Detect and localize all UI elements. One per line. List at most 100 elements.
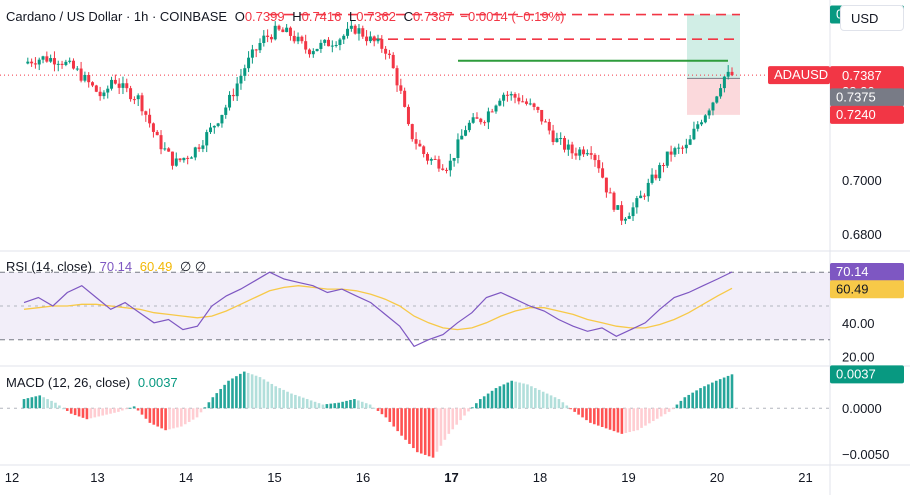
candle-body [262, 35, 266, 44]
candle [445, 167, 449, 174]
candle [543, 119, 547, 123]
rsi-title[interactable]: RSI (14, close) [6, 259, 92, 274]
candle-body [570, 144, 574, 154]
time-axis-label: 17 [444, 470, 458, 485]
macd-bar [435, 408, 439, 452]
macd-bar [46, 399, 49, 409]
candle-body [201, 145, 205, 149]
candle-body [41, 56, 45, 60]
macd-bar [286, 391, 289, 409]
macd-bar [726, 375, 730, 409]
candle-body [323, 39, 327, 43]
candle-body [585, 153, 589, 155]
macd-bar [412, 408, 415, 449]
candle [125, 78, 129, 93]
macd-bar [652, 408, 655, 422]
macd-bar [467, 408, 470, 412]
candle-body [228, 94, 232, 108]
candle-body [110, 79, 114, 89]
candle [700, 119, 704, 127]
candle-body [330, 45, 334, 47]
candle-body [167, 148, 171, 152]
candle [304, 34, 308, 54]
candle-body [357, 28, 361, 34]
candle [406, 104, 410, 126]
macd-bar [203, 407, 207, 409]
candle-body [216, 123, 220, 126]
macd-bar [549, 395, 553, 409]
macd-bar [353, 399, 356, 409]
macd-bar [506, 382, 510, 409]
candle-body [692, 128, 696, 140]
entry-price-label: 0.7375 [836, 89, 876, 104]
price-tick-label: 0.6800 [842, 227, 882, 242]
macd-bar [211, 397, 215, 409]
candle [186, 155, 190, 165]
candle-body [304, 41, 308, 50]
macd-bar [628, 408, 632, 433]
macd-bar [703, 386, 706, 409]
candle [646, 178, 650, 202]
candle [323, 39, 327, 46]
macd-bar [156, 408, 160, 427]
candle-body [151, 123, 155, 132]
macd-bar [675, 404, 679, 409]
candle-body [125, 83, 129, 89]
macd-bar [215, 393, 219, 409]
candle-body [182, 157, 186, 161]
candle-body [56, 63, 60, 65]
macd-bar [274, 386, 278, 409]
candle-body [441, 168, 445, 170]
candle-body [498, 100, 502, 106]
macd-bar [510, 380, 514, 409]
candle [60, 60, 64, 69]
candle [216, 122, 220, 128]
candle [193, 146, 197, 161]
candle [334, 41, 338, 48]
currency-button[interactable]: USD [840, 5, 904, 31]
candle [612, 191, 616, 212]
candle [212, 125, 216, 134]
candle-body [129, 88, 133, 100]
candle [521, 95, 525, 103]
candle [639, 190, 643, 199]
macd-bar [191, 408, 195, 420]
rsi-ma-header-value: 60.49 [139, 259, 173, 274]
candle-body [688, 139, 692, 145]
candle [631, 202, 635, 222]
candle-body [574, 153, 578, 156]
candle-body [445, 169, 449, 171]
symbol-title[interactable]: Cardano / US Dollar · 1h · COINBASE [6, 9, 228, 24]
candle-body [117, 83, 121, 88]
candle-body [623, 218, 627, 221]
candle [437, 155, 441, 172]
macd-bar [730, 374, 734, 409]
candle [102, 90, 106, 100]
macd-tick-label: 0.0000 [842, 401, 882, 416]
candle-body [288, 27, 292, 36]
candle-body [292, 35, 296, 42]
macd-bar [97, 408, 101, 417]
macd-bar [124, 408, 128, 410]
rsi-line [23, 271, 733, 348]
macd-bar [478, 399, 482, 409]
macd-bar [667, 408, 671, 412]
candle-body [433, 158, 437, 160]
macd-title[interactable]: MACD (12, 26, close) [6, 375, 131, 390]
candle [288, 26, 292, 41]
time-axis-label: 21 [798, 470, 812, 485]
candle-body [319, 42, 323, 49]
macd-bar [455, 408, 458, 425]
macd-bar [231, 378, 234, 409]
last-price-label: 0.7387 [842, 68, 882, 83]
candle [403, 87, 407, 108]
macd-bar [475, 403, 478, 409]
candle [582, 146, 586, 157]
macd-bar [624, 408, 628, 433]
candle [486, 107, 490, 130]
macd-bar [258, 377, 262, 409]
candle [551, 124, 555, 146]
candle [391, 52, 395, 69]
macd-bar [54, 402, 57, 409]
